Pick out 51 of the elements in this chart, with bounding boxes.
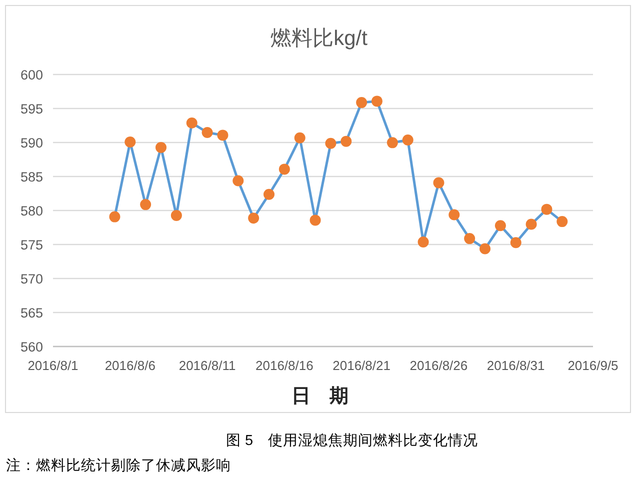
point [217,130,228,141]
point [448,209,460,220]
point [541,204,552,215]
point [140,199,152,210]
point [202,126,213,138]
point [278,164,290,175]
x-tick-label: 2016/8/21 [332,358,390,373]
caption: 图 5 使用湿熄焦期间燃料比变化情况 [226,432,478,449]
point [340,136,352,147]
point [294,132,306,144]
point [464,233,476,244]
point [232,175,244,186]
text: 注：燃料比统计剔除了休减风影响 [6,457,231,474]
point [480,243,490,254]
point [109,211,120,222]
y-tick-label: 565 [20,306,43,320]
point [186,117,198,128]
y-tick-label: 575 [20,238,43,252]
y-tick-label: 580 [20,204,43,218]
point [156,142,166,153]
x-tick-label: 2016/8/16 [256,358,314,373]
x-tick-label: 2016/8/1 [28,358,78,373]
x-tick-label: 2016/8/11 [178,358,236,373]
point [372,96,382,107]
chart-title: 燃料比kg/t [270,27,368,50]
x-tick-label: 2016/8/31 [486,358,545,373]
y-tick-label: 570 [20,272,43,286]
x-tick-label: 2016/9/5 [568,358,618,373]
x-axis-title: 日 期 [292,386,348,407]
point [124,136,136,148]
x-tick-label: 2016/8/6 [104,358,156,373]
point [510,237,522,248]
point [494,220,506,232]
point [170,210,182,221]
y-tick-label: 585 [20,170,43,184]
y-tick-label: 600 [20,68,43,82]
point [402,134,414,146]
y-tick-label: 595 [20,102,43,116]
point [556,216,568,228]
x-tick-label: 2016/8/26 [410,358,468,373]
y-tick-label: 560 [20,340,43,354]
point [264,188,274,200]
point [325,138,336,149]
point [418,236,429,248]
point [310,214,321,226]
point [248,212,260,224]
point [433,177,444,188]
point [356,97,368,108]
point [386,137,398,148]
point [526,218,537,230]
y-tick-label: 590 [20,136,43,150]
